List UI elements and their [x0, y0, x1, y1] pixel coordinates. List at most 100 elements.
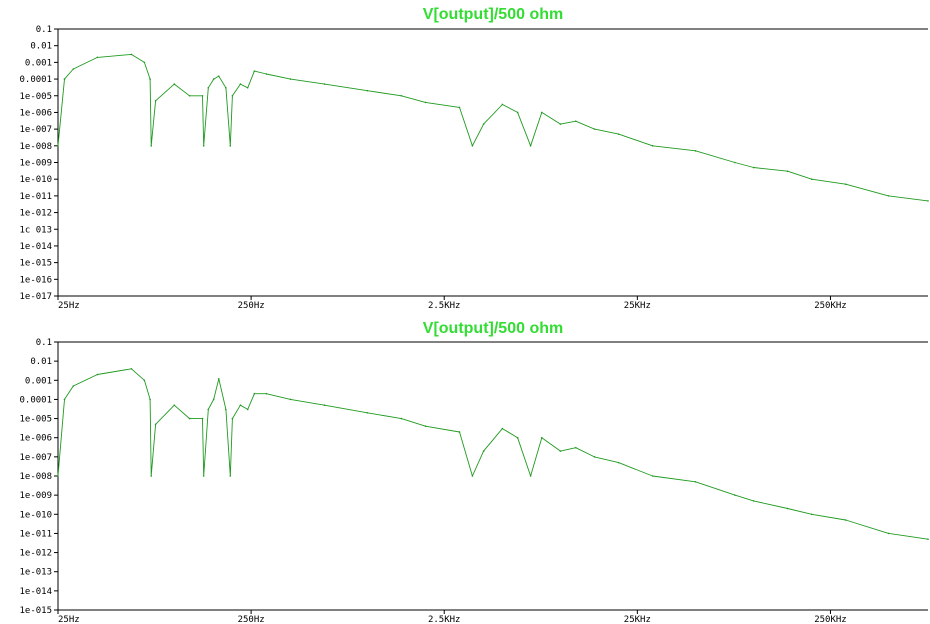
data-point: [231, 94, 234, 97]
y-tick-label: 1e-009: [19, 159, 52, 169]
data-point: [96, 56, 99, 59]
y-tick-label: 1e-008: [19, 142, 52, 152]
data-point: [651, 475, 654, 477]
data-point: [265, 392, 268, 395]
data-point: [574, 446, 577, 449]
y-tick-label: 0.0001: [19, 395, 52, 405]
data-point: [130, 53, 133, 56]
data-point: [217, 377, 220, 380]
data-point: [786, 170, 789, 173]
data-point: [458, 431, 461, 433]
y-tick-label: 0.001: [25, 376, 52, 386]
y-tick-label: 1e-017: [19, 292, 52, 302]
data-point: [752, 166, 755, 169]
y-tick-label: 1e-015: [19, 259, 52, 269]
y-tick-label: 1e-005: [19, 92, 52, 102]
data-point: [593, 128, 596, 130]
series-line-1: [57, 53, 929, 202]
data-point: [229, 145, 232, 147]
series-line-1: [57, 368, 929, 540]
y-tick-label: 0.01: [30, 357, 52, 367]
y-tick-label: 1e-014: [19, 587, 52, 597]
x-tick-label: 25KHz: [624, 301, 651, 311]
data-point: [201, 417, 204, 420]
y-tick-label: 1e-010: [19, 175, 52, 185]
data-point: [96, 373, 99, 376]
data-point: [927, 200, 929, 202]
data-point: [130, 367, 133, 370]
data-point: [173, 404, 176, 406]
y-tick-label: 1e-005: [19, 415, 52, 425]
data-point: [529, 145, 532, 147]
data-point: [323, 404, 326, 406]
data-point: [810, 178, 813, 180]
y-tick-label: 1c 013: [19, 225, 52, 235]
data-point: [593, 456, 596, 458]
data-point: [529, 475, 532, 477]
data-point: [201, 94, 204, 97]
data-point: [844, 183, 847, 186]
x-tick-label: 250KHz: [814, 615, 847, 624]
x-tick-label: 250KHz: [814, 301, 847, 311]
y-tick-label: 1e-012: [19, 209, 52, 219]
data-point: [289, 78, 292, 80]
data-point: [540, 111, 543, 114]
y-tick-label: 0.1: [36, 338, 52, 348]
data-point: [188, 94, 191, 97]
data-point: [786, 507, 789, 510]
data-point: [143, 61, 146, 64]
data-point: [217, 75, 220, 77]
y-tick-label: 1e-006: [19, 108, 52, 118]
data-point: [366, 412, 369, 414]
x-tick-label: 25KHz: [624, 615, 651, 624]
data-point: [458, 106, 461, 109]
data-point: [366, 89, 369, 92]
data-point: [694, 480, 697, 483]
data-point: [253, 392, 256, 395]
data-point: [265, 73, 268, 75]
data-point: [143, 379, 146, 382]
data-point: [57, 145, 59, 147]
x-tick-label: 250Hz: [238, 301, 265, 311]
data-point: [289, 398, 292, 401]
y-tick-label: 1e-010: [19, 510, 52, 520]
data-point: [63, 78, 66, 80]
data-point: [400, 417, 403, 420]
y-tick-label: 1e-011: [19, 529, 52, 539]
y-tick-label: 1e-013: [19, 568, 52, 578]
y-tick-label: 1e-009: [19, 491, 52, 501]
y-tick-label: 1e-014: [19, 242, 52, 252]
x-tick-label: 25Hz: [58, 615, 80, 624]
data-point: [559, 123, 562, 125]
x-tick-label: 250Hz: [238, 615, 265, 624]
data-point: [72, 385, 75, 387]
data-point: [516, 436, 519, 439]
data-point: [400, 94, 403, 97]
data-point: [887, 195, 890, 197]
y-tick-label: 0.01: [30, 42, 52, 52]
data-point: [149, 78, 151, 80]
data-point: [239, 404, 242, 406]
data-point: [752, 500, 755, 502]
data-point: [212, 398, 215, 401]
data-point: [207, 408, 210, 411]
data-point: [202, 475, 205, 477]
data-point: [471, 145, 474, 147]
data-point: [927, 538, 929, 540]
data-point: [246, 86, 249, 89]
data-point: [57, 475, 59, 477]
data-point: [154, 99, 157, 102]
y-tick-label: 1e-007: [19, 125, 52, 135]
data-point: [734, 494, 736, 496]
data-point: [229, 475, 232, 477]
data-point: [844, 519, 847, 521]
data-point: [207, 86, 210, 89]
data-point: [424, 425, 427, 427]
data-point: [482, 450, 485, 452]
data-point: [734, 161, 736, 164]
data-point: [225, 408, 227, 411]
data-point: [323, 83, 326, 85]
data-point: [651, 145, 654, 147]
x-tick-label: 25Hz: [58, 301, 80, 311]
